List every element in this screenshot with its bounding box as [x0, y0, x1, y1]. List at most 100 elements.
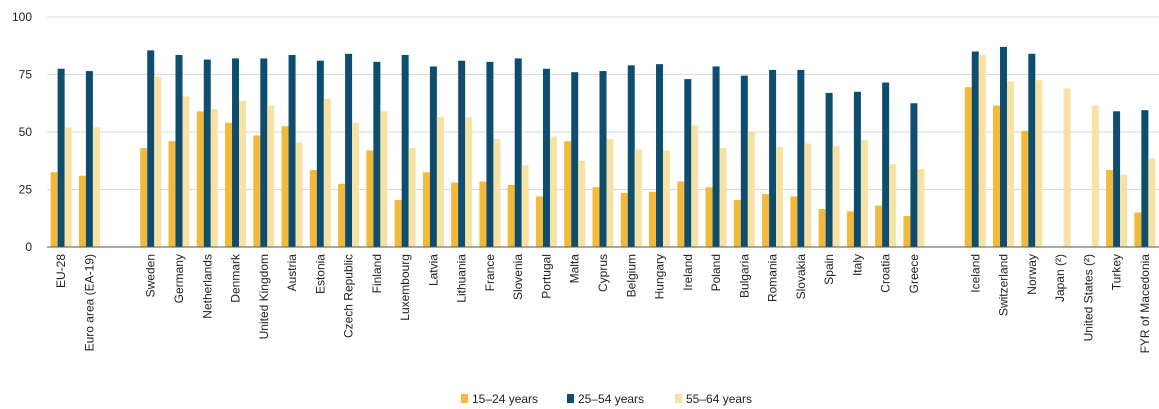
- bar: [514, 58, 522, 248]
- bar: [281, 126, 289, 247]
- category-label: Euro area (EA-19): [82, 254, 96, 351]
- bar: [769, 69, 777, 248]
- bar: [917, 168, 925, 247]
- bar: [705, 187, 713, 247]
- bar: [1091, 105, 1099, 247]
- bar: [1120, 174, 1128, 247]
- bar: [663, 150, 671, 247]
- bar: [832, 145, 840, 247]
- bar: [451, 182, 459, 247]
- bar: [599, 71, 607, 247]
- category-label: Estonia: [313, 254, 327, 294]
- bar: [542, 68, 550, 247]
- bar: [825, 92, 833, 248]
- bar: [175, 54, 183, 248]
- bar: [776, 146, 784, 247]
- bar: [903, 215, 911, 247]
- category-label: Romania: [766, 254, 780, 302]
- bar: [1028, 53, 1036, 247]
- bar: [493, 138, 501, 247]
- bar: [521, 165, 529, 247]
- legend-label: 55–64 years: [686, 392, 752, 406]
- legend-label: 25–54 years: [578, 392, 644, 406]
- bar: [712, 66, 720, 247]
- bar: [408, 148, 416, 247]
- category-label: Germany: [172, 254, 186, 303]
- bar: [239, 100, 247, 247]
- bar: [85, 71, 93, 247]
- bar: [804, 143, 812, 247]
- bar: [691, 125, 699, 247]
- bar: [971, 51, 979, 247]
- bar: [549, 136, 557, 247]
- bar: [232, 58, 240, 248]
- bar: [436, 117, 444, 247]
- bar: [196, 111, 204, 247]
- y-tick-label: 75: [19, 68, 33, 82]
- bar: [860, 140, 868, 247]
- category-label: Iceland: [968, 254, 982, 293]
- category-label: Turkey: [1110, 254, 1124, 290]
- bar: [309, 169, 317, 247]
- bar: [606, 138, 614, 247]
- bar: [578, 160, 586, 247]
- bar: [465, 117, 473, 247]
- category-label: FYR of Macedonia: [1138, 254, 1152, 354]
- category-label: Switzerland: [997, 254, 1011, 316]
- bar: [1063, 88, 1071, 247]
- legend-swatch: [675, 394, 682, 403]
- bar: [1007, 81, 1015, 248]
- bar: [964, 87, 972, 248]
- category-label: Portugal: [539, 254, 553, 299]
- category-label: Sweden: [144, 254, 158, 297]
- bar: [627, 65, 635, 247]
- bar: [64, 127, 72, 247]
- category-label: Denmark: [229, 253, 243, 303]
- bar: [1021, 130, 1029, 247]
- bar: [352, 122, 360, 247]
- bar: [267, 105, 275, 247]
- bar: [1113, 111, 1121, 247]
- bar: [288, 54, 296, 248]
- bar: [394, 199, 402, 247]
- bar: [1134, 212, 1142, 247]
- bar: [797, 69, 805, 248]
- bar: [345, 53, 353, 247]
- bar: [1106, 169, 1114, 247]
- category-label: Finland: [370, 254, 384, 293]
- bar: [253, 135, 261, 247]
- bar: [978, 54, 986, 248]
- bar: [993, 105, 1001, 247]
- category-label: Norway: [1025, 254, 1039, 295]
- bar: [535, 196, 543, 247]
- bar: [564, 141, 572, 247]
- bar: [373, 61, 381, 247]
- y-tick-label: 50: [19, 125, 33, 139]
- bar: [846, 211, 854, 247]
- legend: 15–24 years 25–54 years 55–64 years: [461, 392, 752, 406]
- bar: [620, 192, 628, 247]
- bar: [380, 111, 388, 247]
- bar: [733, 199, 741, 247]
- category-label: Hungary: [653, 254, 667, 299]
- bar: [677, 181, 685, 247]
- y-axis-ticks: 0 25 50 75 100: [12, 10, 32, 254]
- bar: [592, 187, 600, 247]
- bar: [889, 164, 897, 247]
- bar: [401, 54, 409, 248]
- bar: [154, 76, 162, 247]
- bar: [818, 209, 826, 247]
- bar: [92, 127, 100, 247]
- y-tick-label: 0: [25, 240, 32, 254]
- bar: [182, 96, 190, 247]
- category-label: United Kingdom: [257, 254, 271, 339]
- category-label: Luxembourg: [398, 254, 412, 321]
- category-label: Cyprus: [596, 254, 610, 292]
- bar: [571, 72, 579, 247]
- category-label: Latvia: [426, 254, 440, 286]
- bar: [422, 172, 430, 247]
- bars: [50, 46, 1156, 248]
- bar: [747, 132, 755, 247]
- bar: [762, 194, 770, 247]
